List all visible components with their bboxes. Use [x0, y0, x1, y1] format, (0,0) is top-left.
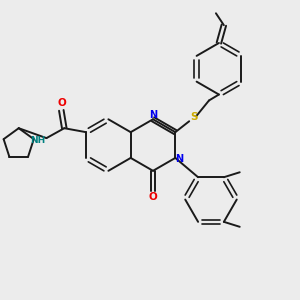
- Text: N: N: [149, 110, 157, 120]
- Text: S: S: [190, 112, 198, 122]
- Text: N: N: [175, 154, 183, 164]
- Text: O: O: [148, 192, 158, 202]
- Text: O: O: [58, 98, 67, 108]
- Text: NH: NH: [30, 136, 45, 145]
